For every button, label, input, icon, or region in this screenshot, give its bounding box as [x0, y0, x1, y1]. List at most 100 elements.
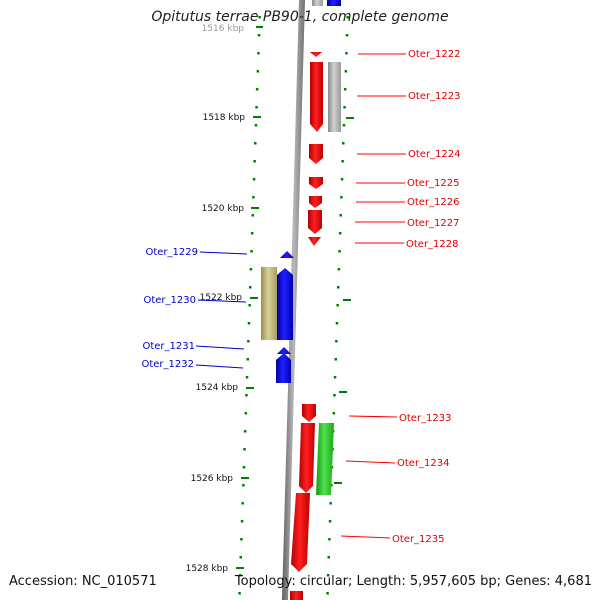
gene-oter-1233[interactable] — [302, 404, 316, 422]
scale-dot — [327, 556, 330, 559]
scale-dot — [340, 178, 344, 181]
scale-dot — [257, 34, 261, 37]
scale-dot — [247, 322, 251, 325]
gene-oter-1234[interactable] — [299, 423, 315, 493]
scale-dot — [255, 106, 258, 109]
gene-label-oter-1227[interactable]: Oter_1227 — [407, 218, 460, 229]
scale-dot — [345, 52, 348, 55]
scale-dot — [245, 376, 249, 379]
scale-dot — [254, 142, 257, 145]
scale-dot — [258, 16, 261, 19]
gene-oter-1231[interactable] — [277, 347, 291, 354]
scale-dot — [343, 106, 346, 109]
labels-reverse: Oter_1229 Oter_1230 Oter_1231 Oter_1232 — [141, 247, 198, 370]
gene-oter-1230-olive — [261, 267, 277, 340]
scale-dot — [345, 34, 349, 37]
gene-oter-1227[interactable] — [308, 210, 322, 234]
tick-label: 1528 kbp — [186, 564, 229, 574]
gene-label-oter-1223[interactable]: Oter_1223 — [408, 91, 461, 102]
genome-backbone — [282, 0, 305, 600]
gene-oter-1232[interactable] — [276, 353, 291, 383]
scale-dot — [243, 430, 247, 433]
tick-1518: 1518 kbp — [203, 113, 261, 123]
scale-dot — [346, 16, 349, 19]
gene-oter-1230[interactable] — [277, 268, 293, 340]
gene-oter-1223-gray — [328, 62, 341, 132]
gene-oter-1234-green — [316, 423, 334, 495]
leader-lines-reverse — [195, 251, 248, 369]
gene-label-oter-1232[interactable]: Oter_1232 — [141, 359, 194, 370]
scale-dot — [333, 376, 337, 379]
genome-title: Opitutus terrae PB90-1, complete genome — [151, 9, 449, 25]
tick-1524: 1524 kbp — [196, 383, 254, 393]
scale-dot — [250, 250, 253, 253]
scale-dot — [340, 196, 343, 199]
scale-dot — [342, 142, 345, 145]
tick-1526: 1526 kbp — [191, 474, 249, 484]
scale-dot — [342, 124, 346, 127]
scale-dot — [255, 88, 259, 91]
gene-label-oter-1233[interactable]: Oter_1233 — [399, 413, 452, 424]
scale-dot — [252, 196, 255, 199]
scale-dot — [240, 538, 243, 541]
scale-dot — [341, 160, 344, 163]
scale-track-left — [238, 16, 261, 595]
gene-label-oter-1228[interactable]: Oter_1228 — [406, 239, 459, 250]
scale-dot — [247, 340, 250, 343]
tick-1520: 1520 kbp — [202, 204, 259, 214]
gene-oter-1222[interactable] — [310, 52, 322, 57]
scale-dot — [252, 178, 256, 181]
tick-label: 1516 kbp — [202, 24, 245, 34]
scale-dot — [239, 556, 242, 559]
tick-label: 1524 kbp — [196, 383, 239, 393]
scale-dot — [256, 70, 260, 73]
leader-lines-forward — [340, 53, 406, 539]
tick-label: 1520 kbp — [202, 204, 245, 214]
scale-dot — [344, 70, 348, 73]
scale-dot — [248, 304, 251, 307]
scale-dot — [337, 286, 340, 289]
scale-dot — [326, 592, 329, 595]
gene-label-oter-1229[interactable]: Oter_1229 — [145, 247, 198, 258]
gene-partial-top-gray — [312, 0, 323, 6]
scale-dot — [246, 358, 249, 361]
scale-dot — [335, 322, 339, 325]
tick-label: 1526 kbp — [191, 474, 234, 484]
scale-dot — [238, 574, 242, 577]
gene-oter-1228[interactable] — [308, 237, 321, 246]
gene-label-oter-1235[interactable]: Oter_1235 — [392, 534, 445, 545]
scale-dot — [238, 592, 241, 595]
gene-oter-1235[interactable] — [291, 493, 310, 572]
scale-dot — [242, 484, 245, 487]
gene-oter-1223[interactable] — [310, 62, 323, 132]
gene-label-oter-1231[interactable]: Oter_1231 — [142, 341, 195, 352]
scale-dot — [334, 358, 337, 361]
gene-label-oter-1222[interactable]: Oter_1222 — [408, 49, 461, 60]
scale-dot — [329, 502, 332, 505]
scale-dot — [250, 232, 254, 235]
scale-dot — [245, 394, 248, 397]
scale-dot — [249, 286, 252, 289]
scale-dot — [335, 340, 338, 343]
gene-label-oter-1234[interactable]: Oter_1234 — [397, 458, 450, 469]
gene-label-oter-1224[interactable]: Oter_1224 — [408, 149, 461, 160]
gene-oter-1229[interactable] — [280, 251, 294, 258]
scale-dot — [254, 124, 258, 127]
scale-dot — [339, 214, 342, 217]
gene-label-oter-1230[interactable]: Oter_1230 — [143, 295, 196, 306]
scale-dot — [257, 52, 260, 55]
scale-dot — [332, 412, 336, 415]
scale-dot — [338, 250, 341, 253]
scale-dot — [343, 88, 347, 91]
gene-label-oter-1226[interactable]: Oter_1226 — [407, 197, 460, 208]
scale-dot — [326, 574, 330, 577]
scale-dot — [242, 466, 246, 469]
gene-label-oter-1225[interactable]: Oter_1225 — [407, 178, 460, 189]
gene-oter-1224[interactable] — [309, 144, 323, 164]
right-ticks — [334, 117, 354, 484]
gene-oter-1225[interactable] — [309, 177, 323, 189]
gene-oter-1226[interactable] — [309, 196, 322, 208]
scale-dot — [333, 394, 336, 397]
scale-dot — [337, 268, 341, 271]
scale-dot — [251, 214, 254, 217]
